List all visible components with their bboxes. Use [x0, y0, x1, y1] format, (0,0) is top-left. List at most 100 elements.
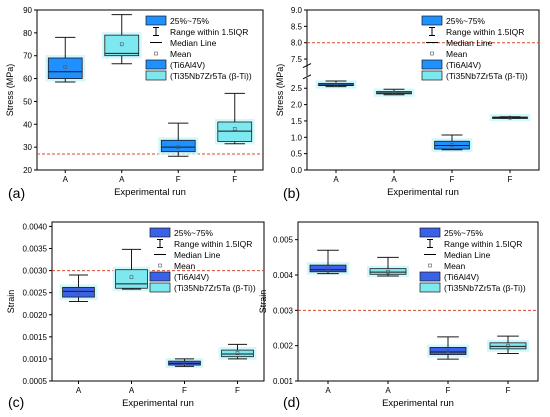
box-beta-ti-4 — [489, 114, 531, 122]
mean-marker — [446, 349, 450, 353]
y-tick-label: 0.5 — [291, 150, 303, 159]
legend-label: (Ti35Nb7Zr5Ta (β-Ti)) — [446, 71, 528, 81]
legend-swatch-iqr — [145, 15, 167, 26]
y-tick-label: 50 — [23, 97, 32, 106]
y-tick-label: 0.0005 — [23, 377, 48, 386]
mean-marker — [63, 65, 68, 69]
y-tick-label: 0.0010 — [23, 355, 48, 364]
legend-label: Range within 1.5IQR — [446, 27, 524, 37]
panel-a: 20 30 40 50 60 70 80 90 Stress (MPa) A A F F Experime… — [5, 6, 264, 201]
x-tick-label: F — [176, 175, 181, 184]
panel-b: 0.0 0.5 1.0 1.5 2.0 2.5 7.5 8.0 8.5 9.0 Stress (MP… — [275, 6, 540, 201]
plot-frame — [51, 221, 265, 382]
box-ti6al4v-1 — [45, 36, 86, 83]
y-tick-label: 0.0040 — [23, 222, 48, 231]
panel-d: 0.001 0.002 0.003 0.004 0.005 Strain A A F F Exper… — [258, 221, 539, 410]
x-tick-label: F — [232, 175, 237, 184]
panel-letter: (c) — [8, 394, 24, 410]
legend-swatch-beta-ti — [421, 70, 443, 81]
y-tick-label: 0.005 — [273, 236, 294, 245]
iqr-box — [62, 286, 95, 298]
box-beta-ti-2 — [373, 88, 415, 97]
y-tick-label: 0.0030 — [23, 267, 48, 276]
y-axis-label: Stress (MPa) — [275, 64, 285, 117]
mean-marker — [508, 115, 512, 120]
legend-swatch-mean — [158, 263, 162, 268]
legend-label: 25%~75% — [174, 228, 213, 238]
legend-label: (Ti6Al4V) — [170, 60, 205, 70]
y-tick-label: 0.0035 — [23, 245, 48, 254]
legend-swatch-beta-ti — [149, 282, 171, 293]
y-tick-label: 1.0 — [291, 133, 303, 142]
legend-label: 25%~75% — [444, 228, 483, 238]
y-axis-label: Stress (MPa) — [5, 64, 15, 117]
panel-letter: (b) — [283, 185, 300, 201]
legend-label: (Ti6Al4V) — [444, 272, 479, 282]
mean-marker — [334, 83, 338, 87]
legend-label: Range within 1.5IQR — [170, 27, 248, 37]
panel-letter: (a) — [8, 185, 25, 201]
legend-label: Mean — [444, 261, 466, 271]
legend-label: Median Line — [446, 38, 493, 48]
iqr-box — [309, 264, 347, 273]
legend-label: Range within 1.5IQR — [174, 239, 252, 249]
box-beta-ti-4 — [487, 335, 529, 354]
y-tick-label: 2.0 — [291, 101, 303, 110]
legend-swatch-ti6al4v — [145, 59, 167, 70]
y-axis-label: Strain — [6, 290, 16, 314]
box-ti6al4v-3 — [165, 358, 204, 369]
box-beta-ti-2 — [101, 14, 142, 65]
legend-swatch-mean — [430, 51, 434, 56]
x-tick-label: A — [76, 386, 82, 395]
plot-frame — [36, 9, 264, 171]
y-tick-label: 80 — [23, 29, 32, 38]
y-tick-label: 60 — [23, 75, 32, 84]
y-tick-label: 0.0020 — [23, 311, 48, 320]
mean-marker — [326, 266, 330, 271]
x-tick-label: A — [333, 175, 339, 184]
x-axis-label: Experimental run — [122, 398, 194, 409]
box-beta-ti-4 — [214, 92, 255, 145]
y-tick-label: 20 — [23, 166, 32, 175]
x-tick-label: F — [446, 386, 451, 395]
iqr-box — [489, 342, 527, 350]
y-tick-label: 2.5 — [291, 84, 303, 93]
legend-swatch-iqr — [421, 15, 443, 26]
y-tick-label: 0.001 — [273, 377, 294, 386]
x-axis-label: Experimental run — [114, 187, 186, 198]
legend-swatch-mean — [428, 263, 432, 268]
y-tick-label: 30 — [23, 143, 32, 152]
legend-label: 25%~75% — [446, 16, 485, 26]
mean-marker — [392, 91, 396, 95]
box-ti6al4v-3 — [158, 122, 199, 157]
iqr-box — [429, 347, 467, 355]
legend-swatch-beta-ti — [145, 70, 167, 81]
iqr-box — [221, 349, 254, 358]
legend-label: (Ti35Nb7Zr5Ta (β-Ti)) — [444, 283, 526, 293]
legend-label: (Ti6Al4V) — [174, 272, 209, 282]
plot-frame — [306, 9, 540, 171]
y-tick-label: 1.5 — [291, 117, 303, 126]
box-ti6al4v-3 — [431, 134, 473, 153]
y-tick-label: 0.0025 — [23, 289, 48, 298]
legend-label: Range within 1.5IQR — [444, 239, 522, 249]
y-tick-label: 0.003 — [273, 306, 294, 315]
legend-swatch-iqr — [149, 227, 171, 238]
y-tick-label: 90 — [23, 6, 32, 15]
x-tick-label: F — [508, 175, 513, 184]
iqr-box — [369, 268, 407, 275]
iqr-box — [47, 57, 83, 79]
box-ti6al4v-1 — [59, 274, 98, 302]
legend-label: (Ti35Nb7Zr5Ta (β-Ti)) — [174, 283, 256, 293]
box-beta-ti-4 — [218, 343, 257, 360]
x-tick-label: F — [506, 386, 511, 395]
legend-label: Median Line — [170, 38, 217, 48]
x-tick-label: A — [325, 386, 331, 395]
legend-swatch-beta-ti — [419, 282, 441, 293]
x-tick-label: F — [235, 386, 240, 395]
y-tick-label: 0.004 — [273, 271, 294, 280]
mean-marker — [182, 361, 187, 366]
legend-label: Median Line — [444, 250, 491, 260]
